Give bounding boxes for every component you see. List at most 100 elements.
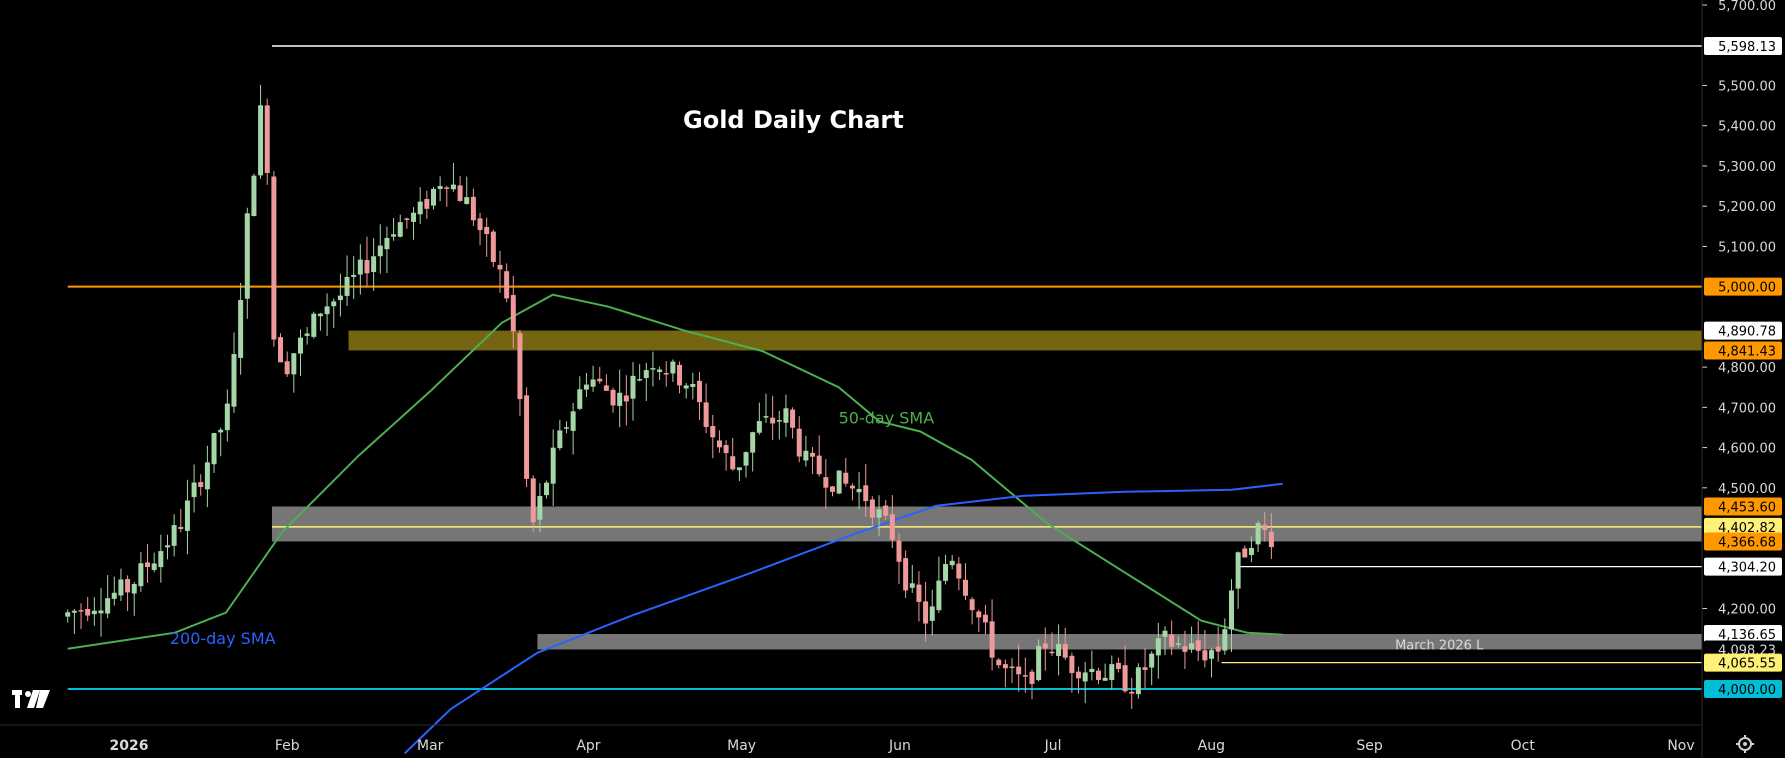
price-tag-box [1704,557,1782,576]
candle-body [730,456,736,470]
candle-body [803,450,809,461]
candle-body [836,470,842,494]
price-tick-label: 4,800.00 [1718,361,1776,376]
candle-body [610,389,616,406]
zone-0[interactable] [348,330,1702,351]
candle-body [1268,531,1274,548]
candle-body [464,197,470,204]
price-tick-label: 4,700.00 [1718,401,1776,416]
candle-body [623,395,629,402]
price-tag-box [1704,36,1782,55]
candle-body [1009,666,1015,669]
candle-body [1242,548,1248,558]
candle-body [657,369,663,373]
annotation-label-0: 50-day SMA [839,408,935,427]
candle-body [111,592,117,599]
sma200-line[interactable] [404,482,1283,755]
candle-body [1016,666,1022,675]
candle-body [989,621,995,658]
candle-body [643,370,649,378]
candle-body [231,354,237,407]
zone-1[interactable] [271,506,1702,542]
candle-body [723,445,729,454]
candle-body [1215,646,1221,652]
candle-body [650,368,656,370]
price-tick-label: 5,700.00 [1718,0,1776,14]
time-tick-label: Aug [1198,738,1225,754]
candle-body [969,599,975,611]
candle-body [889,514,895,540]
candle-body [929,606,935,621]
time-tick-label: Mar [417,738,444,754]
candle-body [1189,643,1195,650]
candle-body [198,482,204,487]
candle-body [736,467,742,471]
price-tag-box [1704,532,1782,551]
time-tick-label: Feb [275,738,300,754]
candle-body [763,416,769,418]
candle-body [1135,667,1141,695]
candle-body [1022,675,1028,677]
candle-body [384,237,390,250]
candle-body [956,563,962,579]
candle-body [670,361,676,374]
candle-body [750,432,756,453]
candle-body [1175,643,1181,645]
candle-body [311,313,317,337]
candle-body [949,560,955,566]
candle-body [430,188,436,206]
candle-body [397,222,403,237]
zone-2[interactable] [537,634,1702,650]
settings-gear-icon[interactable] [1736,735,1754,753]
candle-body [590,379,596,387]
price-axis[interactable]: 5,700.00 5,500.00 5,400.00 5,300.00 5,200.00… [1702,0,1785,725]
candle-body [1262,524,1268,530]
time-tick-label: Oct [1511,738,1536,754]
price-tick-label: 5,200.00 [1718,200,1776,215]
candle-body [404,218,410,220]
candle-body [1122,665,1128,692]
candle-body [790,409,796,428]
time-tick-label: 2026 [110,738,149,754]
candle-body [696,380,702,403]
price-tag-box [1704,341,1782,360]
candle-body [65,612,71,617]
candle-body [145,562,151,568]
candle-body [903,558,909,591]
candle-body [1235,552,1241,589]
candle-body [211,433,217,465]
candle-body [1049,651,1055,654]
price-tag-label: 4,136.65 [1718,628,1776,643]
candle-body [184,500,190,531]
candle-body [477,218,483,231]
candle-body [823,477,829,488]
candle-body [218,429,224,433]
candle-body [909,583,915,588]
zones-layer [271,330,1702,650]
candle-body [244,213,250,299]
annotations-layer: 50-day SMA 200-day SMA March 2026 L [170,408,1484,653]
candle-body [510,295,516,332]
candle-body [284,361,290,375]
time-axis[interactable]: 2026 Feb Mar Apr May Jun Jul Aug Sep Oct Nov [0,0,1703,758]
price-tag-box [1704,517,1782,536]
price-tag-label: 5,598.13 [1718,40,1776,55]
candle-body [1089,668,1095,672]
price-tag-box [1704,497,1782,516]
candle-body [829,486,835,492]
candle-body [1082,672,1088,682]
candle-body [703,402,709,427]
candle-body [138,563,144,587]
price-tag-label: 4,890.78 [1718,325,1776,340]
candle-body [457,185,463,201]
tradingview-logo-icon[interactable] [12,690,50,708]
sma50-line[interactable] [67,293,1283,650]
candle-body [710,426,716,438]
candle-body [544,482,550,496]
candle-body [411,212,417,222]
candle-body [417,201,423,215]
candle-body [756,421,762,433]
candle-body [351,274,357,277]
